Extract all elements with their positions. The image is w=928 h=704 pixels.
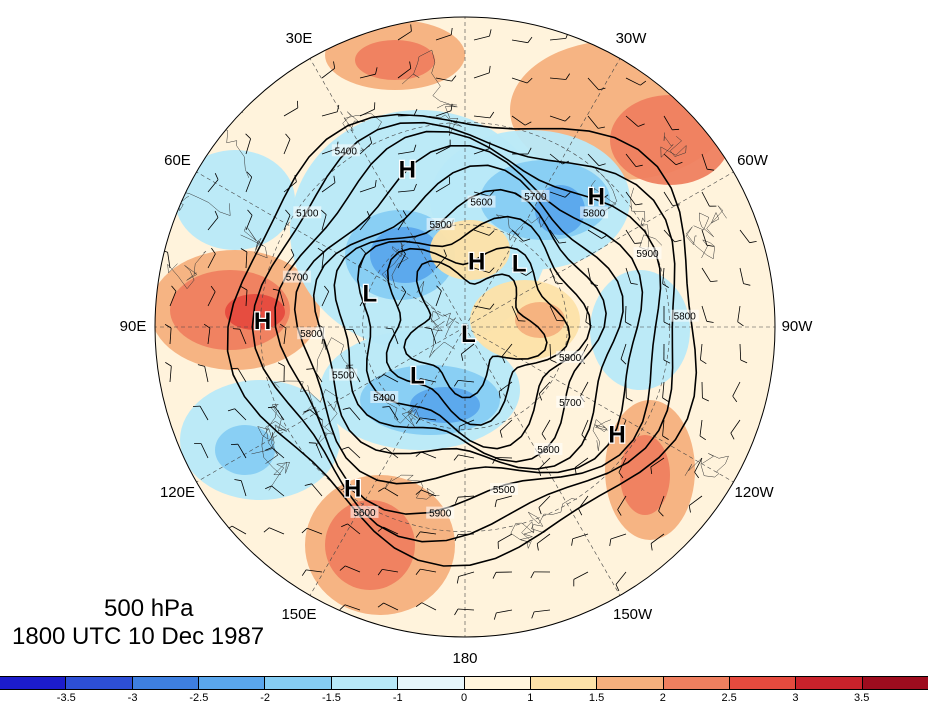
svg-text:5600: 5600 (537, 445, 560, 456)
svg-text:5400: 5400 (335, 146, 358, 157)
colorbar-cell (795, 677, 861, 689)
colorbar-tick-label: -1 (393, 692, 403, 704)
contour-label: 5500 (427, 218, 455, 231)
pressure-center-h: H (344, 475, 361, 502)
colorbar-cell (862, 677, 928, 689)
colorbar-cell (663, 677, 729, 689)
contour-label: 5800 (556, 351, 584, 364)
svg-text:5500: 5500 (493, 485, 516, 496)
contour-label: 5900 (634, 247, 662, 260)
contour-label: 5600 (468, 196, 496, 209)
pressure-center-h: H (254, 308, 271, 335)
lon-label: 150E (281, 607, 317, 623)
svg-text:5600: 5600 (470, 198, 493, 209)
colorbar-tick-label: -3 (128, 692, 138, 704)
contour-label: 5600 (534, 443, 562, 456)
svg-text:5800: 5800 (674, 312, 697, 323)
colorbar-tick-label: 3 (792, 692, 798, 704)
colorbar-cell (596, 677, 662, 689)
contour-label: 5400 (370, 391, 398, 404)
contour-label: 5600 (351, 506, 379, 519)
colorbar-cell (397, 677, 463, 689)
colorbar-cell (464, 677, 530, 689)
contour-label: 5500 (329, 369, 357, 382)
pressure-center-h: H (588, 184, 605, 211)
colorbar-cell (331, 677, 397, 689)
lon-label: 30W (613, 31, 649, 47)
pressure-center-l: L (512, 250, 527, 277)
contour-label: 5500 (490, 483, 518, 496)
svg-text:5100: 5100 (296, 208, 319, 219)
level-label: 500 hPa (104, 596, 193, 622)
lon-label: 60E (159, 153, 195, 169)
svg-text:5700: 5700 (559, 398, 582, 409)
contour-label: 5700 (283, 271, 311, 284)
contour-label: 5800 (297, 327, 325, 340)
contour-label: 5800 (671, 310, 699, 323)
lon-label: 90E (115, 319, 151, 335)
svg-text:5500: 5500 (332, 371, 355, 382)
pressure-center-l: L (461, 321, 476, 348)
pressure-center-l: L (362, 280, 377, 307)
colorbar-cell (65, 677, 131, 689)
pressure-center-h: H (608, 422, 625, 449)
contour-label: 5900 (426, 507, 454, 520)
lon-label: 30E (281, 31, 317, 47)
colorbar-cell (0, 677, 65, 689)
contour-label: 5700 (556, 396, 584, 409)
colorbar-tick-label: 1 (527, 692, 533, 704)
lon-label: 60W (735, 153, 771, 169)
lon-label: 120E (159, 485, 195, 501)
svg-text:5600: 5600 (353, 508, 376, 519)
svg-text:5800: 5800 (300, 329, 323, 340)
colorbar-tick-label: 2 (660, 692, 666, 704)
pressure-center-l: L (410, 363, 425, 390)
colorbar-cell (530, 677, 596, 689)
colorbar-cell (198, 677, 264, 689)
colorbar-tick-label: 1.5 (589, 692, 604, 704)
contour-label: 5100 (293, 206, 321, 219)
contour-label: 5700 (521, 190, 549, 203)
lon-label: 90W (779, 319, 815, 335)
colorbar-cell (729, 677, 795, 689)
svg-text:5500: 5500 (429, 220, 452, 231)
lon-label: 150W (613, 607, 649, 623)
colorbar-tick-label: -1.5 (322, 692, 341, 704)
colorbar-cell (132, 677, 198, 689)
svg-text:5700: 5700 (286, 273, 309, 284)
pressure-center-h: H (468, 249, 485, 276)
contour-label: 5400 (332, 144, 360, 157)
svg-text:5800: 5800 (559, 353, 582, 364)
polar-map: 5800 5700 5600 5500 5900 5600 5400 5500 5800 5700… (0, 0, 928, 676)
lon-label: 120W (735, 485, 771, 501)
datetime-label: 1800 UTC 10 Dec 1987 (12, 624, 264, 650)
svg-text:5400: 5400 (373, 393, 396, 404)
svg-text:5900: 5900 (429, 509, 452, 520)
svg-text:5700: 5700 (524, 192, 547, 203)
colorbar-cell (264, 677, 330, 689)
colorbar-tick-label: 2.5 (721, 692, 736, 704)
lon-label: 0 (447, 0, 483, 3)
colorbar-tick-label: 3.5 (854, 692, 869, 704)
colorbar (0, 676, 928, 690)
svg-text:5900: 5900 (636, 249, 659, 260)
lon-label: 180 (447, 651, 483, 667)
colorbar-tick-label: -2 (260, 692, 270, 704)
colorbar-tick-label: 0 (461, 692, 467, 704)
pressure-center-h: H (399, 156, 416, 183)
colorbar-tick-label: -2.5 (189, 692, 208, 704)
colorbar-tick-label: -3.5 (57, 692, 76, 704)
